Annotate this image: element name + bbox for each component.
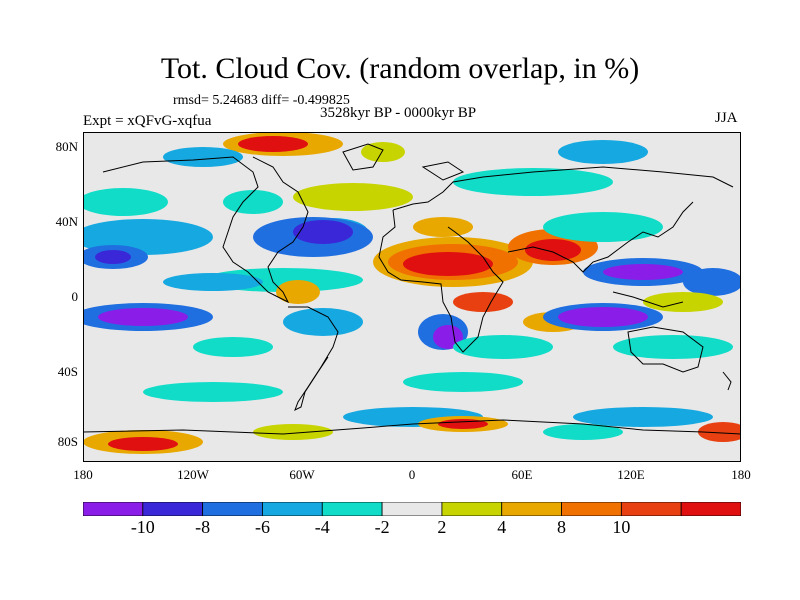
lon-tick-120e: 120E (617, 467, 645, 482)
colorbar-swatch (620, 502, 682, 516)
colorbar-label: 10 (612, 517, 631, 537)
colorbar-label: -10 (130, 517, 155, 537)
lat-tick-0: 0 (71, 289, 79, 304)
colorbar-label: -6 (254, 517, 270, 537)
lat-tick-80s: 80S (57, 434, 78, 449)
period-label: 3528kyr BP - 0000kyr BP (320, 105, 477, 121)
lon-tick-180e: 180 (731, 467, 751, 482)
colorbar-swatch (142, 502, 204, 516)
colorbar (83, 502, 741, 516)
colorbar-swatch (202, 502, 263, 516)
lon-tick-60e: 60E (511, 467, 533, 482)
stats-label: rmsd= 5.24683 diff= -0.499825 (173, 93, 350, 108)
colorbar-label: -8 (195, 517, 211, 537)
lon-tick-0: 0 (408, 467, 416, 482)
colorbar-swatch (680, 502, 741, 516)
lon-tick-120w: 120W (177, 467, 209, 482)
colorbar-label: -4 (314, 517, 330, 537)
colorbar-label: -2 (374, 517, 390, 537)
colorbar-swatch (381, 502, 443, 516)
lat-tick-80n: 80N (55, 139, 78, 154)
colorbar-label: 8 (557, 517, 567, 537)
colorbar-swatch (501, 502, 562, 516)
lon-tick-180w: 180 (73, 467, 93, 482)
cloud-cover-map (83, 132, 741, 462)
season-label: JJA (715, 110, 738, 126)
colorbar-swatch (262, 502, 323, 516)
anomaly-field (83, 132, 741, 454)
lon-tick-60w: 60W (289, 467, 315, 482)
colorbar-swatch (561, 502, 622, 516)
colorbar-swatch (441, 502, 503, 516)
colorbar-label: 2 (437, 517, 447, 537)
colorbar-swatch (321, 502, 383, 516)
lat-tick-40s: 40S (57, 364, 78, 379)
plot-title: Tot. Cloud Cov. (random overlap, in %) (160, 52, 640, 85)
colorbar-label: 4 (497, 517, 507, 537)
colorbar-swatch (83, 502, 144, 516)
map-frame (83, 132, 741, 462)
coastlines (83, 143, 741, 435)
lat-tick-40n: 40N (55, 214, 78, 229)
experiment-label: Expt = xQFvG-xqfua (83, 113, 212, 129)
